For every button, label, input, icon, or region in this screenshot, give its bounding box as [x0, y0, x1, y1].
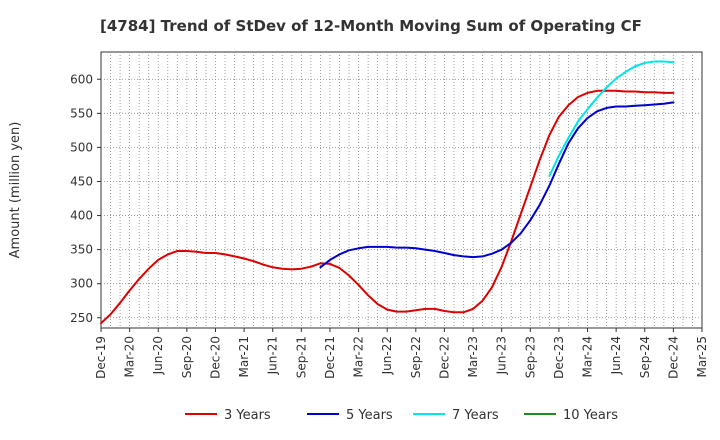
chart-title: [4784] Trend of StDev of 12-Month Moving…: [100, 17, 642, 35]
y-tick-label: 550: [70, 106, 93, 120]
series-line-5-years: [319, 101, 675, 269]
y-tick-label: 500: [70, 140, 93, 154]
x-tick-label: Dec-21: [323, 336, 337, 379]
x-tick-label: Dec-23: [552, 336, 566, 379]
legend-label-7-years: 7 Years: [452, 408, 499, 423]
x-tick-label: Jun-21: [266, 336, 280, 375]
y-tick-label: 250: [70, 311, 93, 325]
legend-label-5-years: 5 Years: [346, 408, 393, 423]
y-tick-label: 450: [70, 174, 93, 188]
x-tick-label: Sep-24: [638, 336, 652, 378]
legend-label-3-years: 3 Years: [224, 408, 271, 423]
x-tick-label: Sep-21: [294, 336, 308, 378]
y-tick-label: 600: [70, 72, 93, 86]
x-tick-label: Mar-21: [237, 336, 251, 377]
series-line-7-years: [548, 60, 675, 177]
x-tick-label: Sep-23: [523, 336, 537, 378]
x-tick-label: Jun-23: [495, 336, 509, 375]
plot-area: [100, 51, 703, 329]
y-tick-label: 400: [70, 209, 93, 223]
legend-label-10-years: 10 Years: [563, 408, 618, 423]
y-tick-label: 350: [70, 243, 93, 257]
series-line-3-years: [100, 89, 675, 325]
x-tick-label: Dec-20: [208, 336, 222, 379]
x-axis-ticks: Dec-19 Mar-20 Jun-20 Sep-20 Dec-20 Mar-21 Jun-…: [94, 328, 709, 379]
x-tick-label: Mar-20: [123, 336, 137, 377]
series-lines: [100, 60, 675, 325]
y-tick-label: 300: [70, 277, 93, 291]
y-axis-label: Amount (million yen): [8, 122, 23, 259]
x-tick-label: Mar-23: [466, 336, 480, 377]
x-tick-label: Dec-22: [437, 336, 451, 379]
x-tick-label: Dec-19: [94, 336, 108, 379]
legend: 3 Years 5 Years 7 Years 10 Years: [185, 408, 618, 423]
x-tick-label: Mar-22: [352, 336, 366, 377]
y-axis-ticks: 250 300 350 400 450 500 550 600: [70, 72, 101, 325]
x-tick-label: Jun-22: [380, 336, 394, 375]
x-tick-label: Jun-20: [151, 336, 165, 375]
x-tick-label: Sep-20: [180, 336, 194, 378]
x-tick-label: Sep-22: [409, 336, 423, 378]
x-tick-label: Dec-24: [666, 336, 680, 379]
x-tick-label: Jun-24: [609, 336, 623, 375]
x-tick-label: Mar-25: [695, 336, 709, 377]
grid: [101, 52, 702, 328]
x-tick-label: Mar-24: [581, 336, 595, 377]
